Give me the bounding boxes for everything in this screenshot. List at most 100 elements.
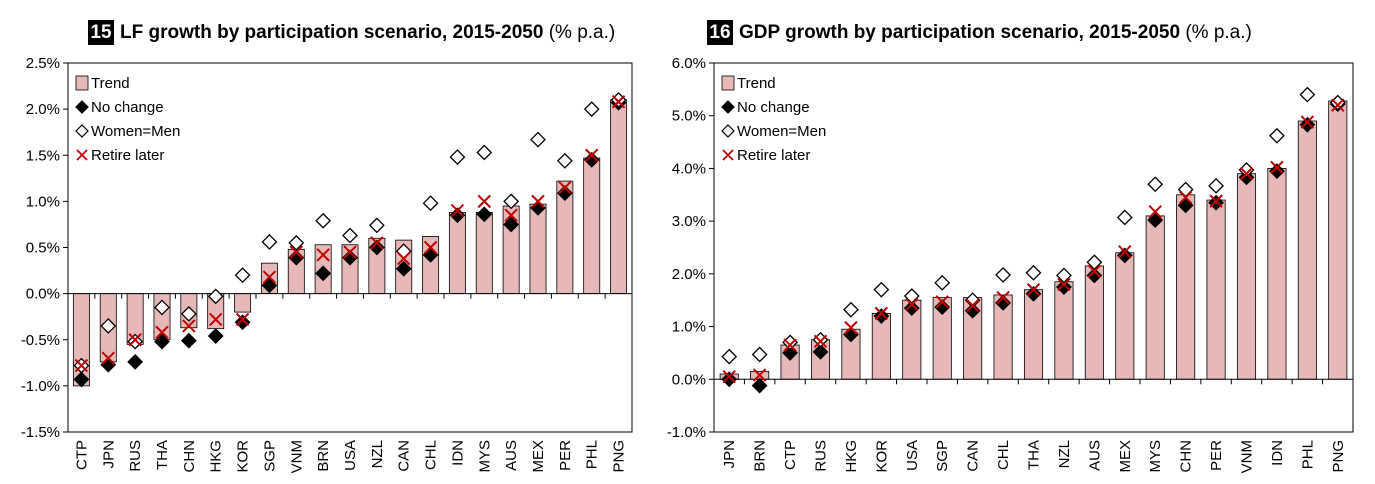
marker-diamond: [721, 371, 738, 388]
marker-x: [155, 325, 169, 340]
marker-diamond: [476, 206, 493, 223]
marker-x: [611, 95, 626, 109]
marker-diamond: [288, 249, 305, 266]
y-tick-label: -1.0%: [21, 378, 60, 395]
marker-diamond-open: [530, 131, 546, 148]
marker-x: [1087, 264, 1102, 278]
x-tick-label: SGP: [934, 440, 951, 472]
marker-x: [1239, 166, 1254, 181]
bar: [475, 212, 493, 295]
x-tick-label: IDN: [1269, 440, 1286, 466]
marker-diamond: [127, 353, 144, 370]
bar: [529, 203, 547, 295]
marker-diamond-open: [449, 149, 466, 166]
marker-x: [397, 251, 411, 266]
y-tick-label: 1.5%: [26, 147, 60, 164]
marker-x: [1057, 277, 1071, 292]
x-tick-label: USA: [342, 440, 359, 471]
marker-x: [504, 208, 518, 222]
marker-x: [965, 298, 980, 313]
marker-x: [101, 351, 115, 365]
x-tick-label: RUS: [813, 440, 830, 472]
marker-x: [262, 270, 277, 284]
legend-swatch: [721, 75, 735, 91]
legend-label: Trend: [91, 75, 130, 92]
marker-x: [874, 306, 889, 321]
title-unit: (% p.a.): [1185, 22, 1252, 43]
bar: [1267, 168, 1287, 380]
x-tick-label: VNM: [1239, 440, 1256, 473]
x-tick-label: THA: [154, 440, 171, 470]
legend-swatch: [75, 75, 89, 91]
bar: [1328, 100, 1348, 380]
title-number: 15: [90, 22, 112, 43]
x-tick-label: RUS: [127, 440, 144, 472]
legend-swatch: [722, 149, 734, 161]
x-tick-label: CAN: [965, 440, 982, 472]
marker-x: [1026, 282, 1041, 297]
marker-diamond-open: [368, 217, 385, 234]
bar: [610, 99, 628, 295]
y-tick-label: 5.0%: [672, 108, 706, 125]
marker-x: [1331, 98, 1345, 112]
bar: [422, 236, 440, 295]
marker-diamond-open: [342, 227, 358, 244]
title-number: 16: [709, 22, 730, 43]
marker-diamond-open: [315, 212, 332, 229]
marker-x: [128, 333, 142, 347]
marker-x: [1300, 115, 1315, 129]
legend-swatch: [75, 100, 89, 114]
marker-x: [1270, 160, 1284, 175]
marker-diamond: [583, 151, 600, 168]
title-unit: (% p.a.): [549, 22, 616, 43]
y-tick-label: 0.5%: [26, 240, 60, 257]
y-tick-label: 1.0%: [26, 193, 60, 210]
x-tick-label: PHL: [1299, 440, 1316, 469]
x-tick-label: NZL: [369, 440, 386, 468]
marker-diamond-open: [1116, 209, 1133, 226]
y-tick-label: 3.0%: [672, 213, 706, 230]
marker-diamond-open: [556, 152, 573, 169]
x-tick-label: PHL: [584, 440, 601, 469]
title-text: GDP growth by participation scenario, 20…: [739, 22, 1180, 43]
marker-x: [1118, 245, 1132, 259]
marker-x: [209, 312, 223, 327]
y-tick-label: -1.5%: [21, 424, 60, 441]
marker-diamond: [154, 333, 170, 350]
marker-diamond-open: [903, 288, 920, 304]
marker-x: [531, 194, 545, 209]
marker-x: [289, 245, 303, 259]
marker-diamond-open: [583, 101, 600, 118]
x-tick-label: PNG: [1330, 440, 1347, 473]
bar: [234, 293, 252, 313]
marker-diamond: [73, 371, 90, 388]
marker-x: [783, 338, 797, 352]
chart-title: GDP growth by participation scenario, 20…: [739, 22, 1252, 43]
x-tick-label: THA: [1026, 440, 1043, 470]
marker-x: [558, 180, 572, 195]
x-tick-label: USA: [904, 440, 921, 471]
marker-x: [235, 312, 250, 327]
x-tick-label: PER: [557, 440, 574, 471]
x-tick-label: VNM: [288, 440, 305, 473]
marker-diamond-open: [503, 193, 520, 210]
legend-label: Trend: [737, 75, 776, 92]
legend-swatch: [75, 124, 89, 138]
x-tick-label: HKG: [843, 440, 860, 473]
x-tick-label: HKG: [208, 440, 225, 473]
x-tick-label: PNG: [611, 440, 628, 473]
marker-diamond: [1056, 279, 1072, 295]
marker-diamond-open: [1086, 254, 1103, 271]
x-tick-label: MEX: [530, 440, 547, 473]
x-tick-label: KOR: [873, 440, 890, 473]
x-tick-label: AUS: [503, 440, 520, 471]
x-tick-label: PER: [1208, 440, 1225, 471]
marker-x: [450, 203, 465, 218]
x-tick-label: MYS: [1147, 440, 1164, 473]
marker-diamond: [1116, 247, 1133, 264]
marker-x: [423, 240, 438, 255]
marker-diamond-open: [1025, 264, 1042, 281]
x-tick-label: NZL: [1056, 440, 1073, 468]
marker-diamond: [1147, 212, 1164, 229]
bar: [1023, 289, 1044, 380]
